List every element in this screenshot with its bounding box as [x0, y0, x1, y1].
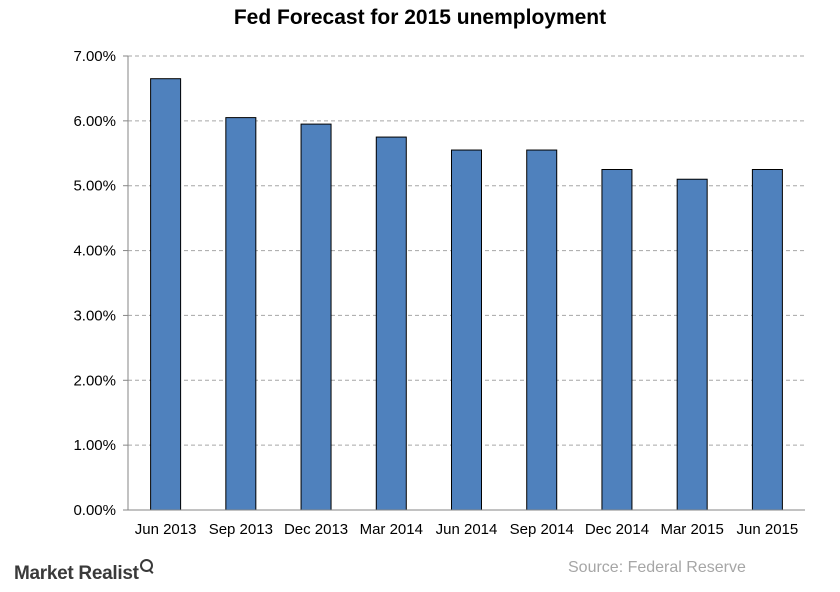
bar	[150, 78, 182, 511]
bar	[526, 149, 558, 511]
market-realist-logo: Market Realist	[14, 559, 154, 585]
bar	[375, 136, 407, 511]
x-tick-label: Dec 2014	[585, 521, 649, 538]
x-tick-label: Dec 2013	[284, 521, 348, 538]
y-tick-label: 4.00%	[73, 243, 116, 260]
y-tick-label: 7.00%	[73, 48, 116, 65]
logo-text: Market Realist	[14, 563, 139, 584]
x-tick-labels: Jun 2013 Sep 2013 Dec 2013 Mar 2014 Jun 2014…	[135, 521, 799, 538]
bar	[676, 178, 708, 511]
x-tick-label: Jun 2013	[135, 521, 197, 538]
bar	[300, 123, 332, 511]
y-tick-label: 6.00%	[73, 113, 116, 130]
x-tick-label: Sep 2013	[209, 521, 273, 538]
x-tick-label: Mar 2015	[660, 521, 723, 538]
y-tick-label: 2.00%	[73, 372, 116, 389]
bar	[225, 117, 257, 511]
bar	[751, 169, 783, 511]
bars	[150, 78, 783, 511]
y-tick-label: 1.00%	[73, 437, 116, 454]
axes	[123, 55, 805, 511]
bar	[601, 169, 633, 511]
y-tick-label: 0.00%	[73, 502, 116, 519]
x-tick-label: Jun 2014	[436, 521, 498, 538]
y-tick-labels: 0.00% 1.00% 2.00% 3.00% 4.00% 5.00% 6.00% 7.00%	[73, 48, 116, 519]
y-tick-label: 3.00%	[73, 307, 116, 324]
chart-title: Fed Forecast for 2015 unemployment	[233, 6, 607, 29]
y-tick-label: 5.00%	[73, 178, 116, 195]
magnifier-icon	[139, 559, 154, 573]
x-tick-label: Mar 2014	[360, 521, 423, 538]
x-tick-label: Jun 2015	[737, 521, 799, 538]
x-tick-label: Sep 2014	[510, 521, 574, 538]
source-note: Source: Federal Reserve	[568, 559, 746, 576]
bar	[451, 149, 482, 511]
